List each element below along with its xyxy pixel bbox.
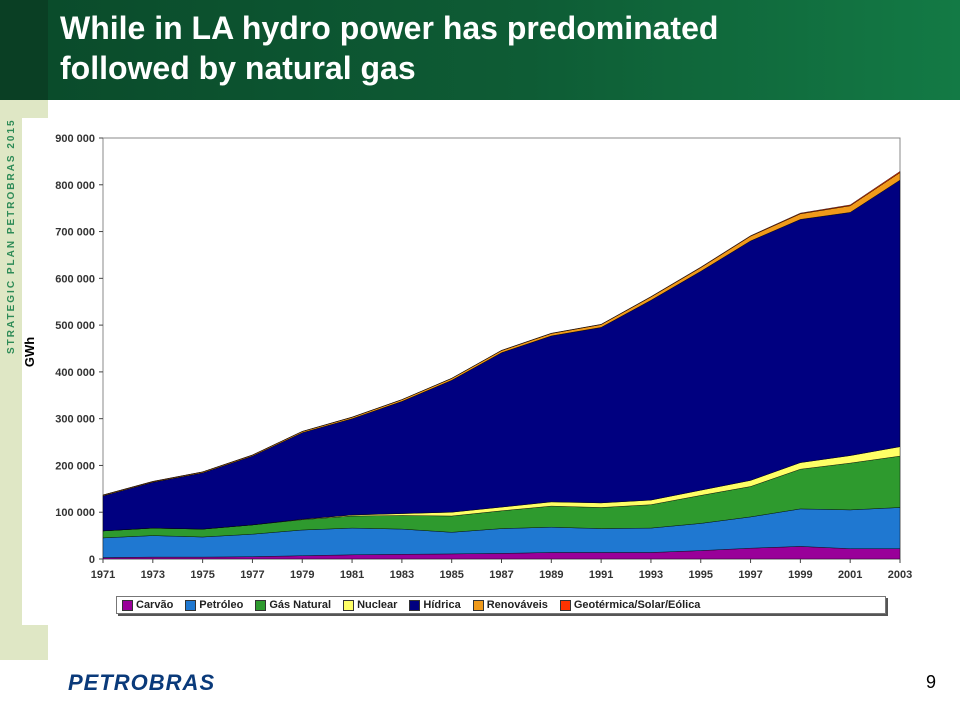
y-tick-label-0: 0: [89, 554, 95, 566]
legend-label-6: Geotérmica/Solar/Eólica: [573, 599, 701, 611]
y-tick-label-3: 300 000: [55, 414, 95, 426]
legend-label-5: Renováveis: [486, 599, 548, 611]
legend-item-1: Petróleo: [185, 599, 243, 611]
legend-item-2: Gás Natural: [255, 599, 331, 611]
legend-swatch-4: [409, 599, 421, 611]
stacked-area-chart: 0 100 000 200 000 300 000 400 000 500 000 600 …: [22, 133, 912, 581]
y-tick-label-4: 400 000: [55, 367, 95, 379]
area-series-6: [102, 171, 901, 496]
y-tick-label-6: 600 000: [55, 273, 95, 285]
legend-swatch-0: [122, 599, 133, 611]
legend-item-3: Nuclear: [343, 599, 397, 611]
y-axis-label: GWh: [22, 337, 37, 367]
legend-label-3: Nuclear: [357, 599, 398, 611]
x-tick-label-3: 1977: [240, 569, 264, 581]
legend-swatch-5: [472, 599, 484, 611]
x-tick-label-2: 1975: [190, 569, 214, 581]
slide-title: While in LA hydro power has predominated…: [60, 10, 719, 86]
x-tick-label-7: 1985: [439, 569, 463, 581]
legend-label-2: Gás Natural: [269, 599, 332, 611]
x-tick-label-8: 1987: [489, 569, 513, 581]
x-tick-label-15: 2001: [838, 569, 862, 581]
x-tick-label-12: 1995: [689, 569, 713, 581]
x-tick-label-10: 1991: [589, 569, 613, 581]
legend-swatch-2: [255, 599, 267, 611]
legend-label-0: Carvão: [136, 599, 174, 611]
legend-item-0: Carvão: [122, 599, 173, 611]
x-tick-label-5: 1981: [340, 569, 364, 581]
legend-item-4: Hídrica: [409, 599, 461, 611]
x-tick-label-16: 2003: [888, 569, 912, 581]
legend-item-5: Renováveis: [472, 599, 548, 611]
legend-swatch-3: [343, 599, 355, 611]
chart-panel: 0 100 000 200 000 300 000 400 000 500 000 600 …: [22, 118, 920, 625]
y-tick-label-7: 700 000: [55, 227, 95, 239]
legend-label-4: Hídrica: [423, 599, 461, 611]
x-tick-label-11: 1993: [639, 569, 663, 581]
page-number: 9: [926, 672, 937, 692]
petrobras-logo: PETROBRAS: [68, 670, 216, 695]
x-tick-label-6: 1983: [390, 569, 414, 581]
x-tick-label-9: 1989: [539, 569, 563, 581]
y-tick-label-5: 500 000: [55, 320, 95, 332]
legend-swatch-6: [559, 599, 571, 611]
chart-legend: Carvão Petróleo Gás Natural Nuclear Hídrica R…: [116, 596, 886, 614]
x-tick-label-4: 1979: [290, 569, 314, 581]
legend-item-6: Geotérmica/Solar/Eólica: [559, 599, 701, 611]
legend-label-1: Petróleo: [199, 599, 244, 611]
x-tick-label-14: 1999: [788, 569, 812, 581]
x-tick-label-0: 1971: [91, 569, 115, 581]
y-tick-label-9: 900 000: [55, 133, 95, 145]
slide-header: While in LA hydro power has predominated…: [0, 0, 960, 100]
legend-swatch-1: [185, 599, 197, 611]
header-accent-stripe: [0, 0, 48, 100]
y-tick-label-8: 800 000: [55, 180, 95, 192]
x-tick-label-1: 1973: [141, 569, 165, 581]
y-tick-label-1: 100 000: [55, 507, 95, 519]
x-tick-label-13: 1997: [738, 569, 762, 581]
y-tick-label-2: 200 000: [55, 460, 95, 472]
